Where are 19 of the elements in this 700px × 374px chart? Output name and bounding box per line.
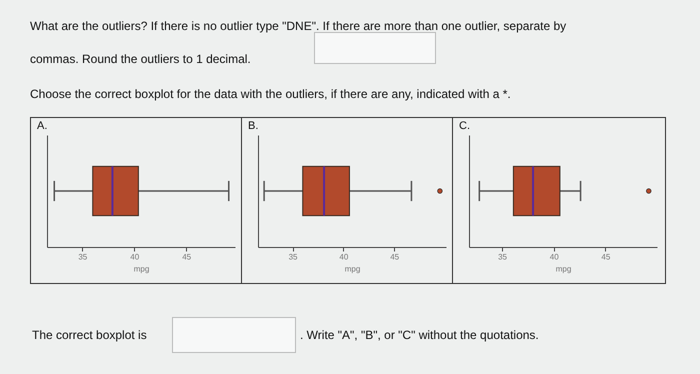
x-axis-title: mpg (134, 264, 150, 274)
text: What are the outliers? If there is no outlier type "DNE". If there are more than one outlier, separate by commas. Round the outliers to 1 decimal. (30, 19, 566, 66)
x-tick-label: 35 (288, 252, 298, 262)
x-tick-label: 40 (550, 252, 560, 262)
chart-title: A. (37, 120, 48, 132)
x-axis-title: mpg (344, 264, 360, 274)
x-tick-label: 35 (78, 252, 88, 262)
x-tick-label: 45 (601, 252, 611, 262)
chart-title: B. (248, 120, 258, 132)
x-axis-title: mpg (556, 264, 572, 274)
x-tick-label: 35 (498, 252, 508, 262)
chart-title: C. (459, 120, 470, 132)
x-tick-label: 40 (339, 252, 349, 262)
x-tick-label: 45 (390, 252, 400, 262)
text: Choose the correct boxplot for the data with the outliers, if there are any, indicated with a *. (30, 87, 511, 101)
x-tick-label: 45 (182, 252, 192, 262)
text: The correct boxplot is (32, 328, 147, 342)
text: . Write "A", "B", or "C" without the quotations. (300, 328, 539, 342)
x-tick-label: 40 (130, 252, 140, 262)
